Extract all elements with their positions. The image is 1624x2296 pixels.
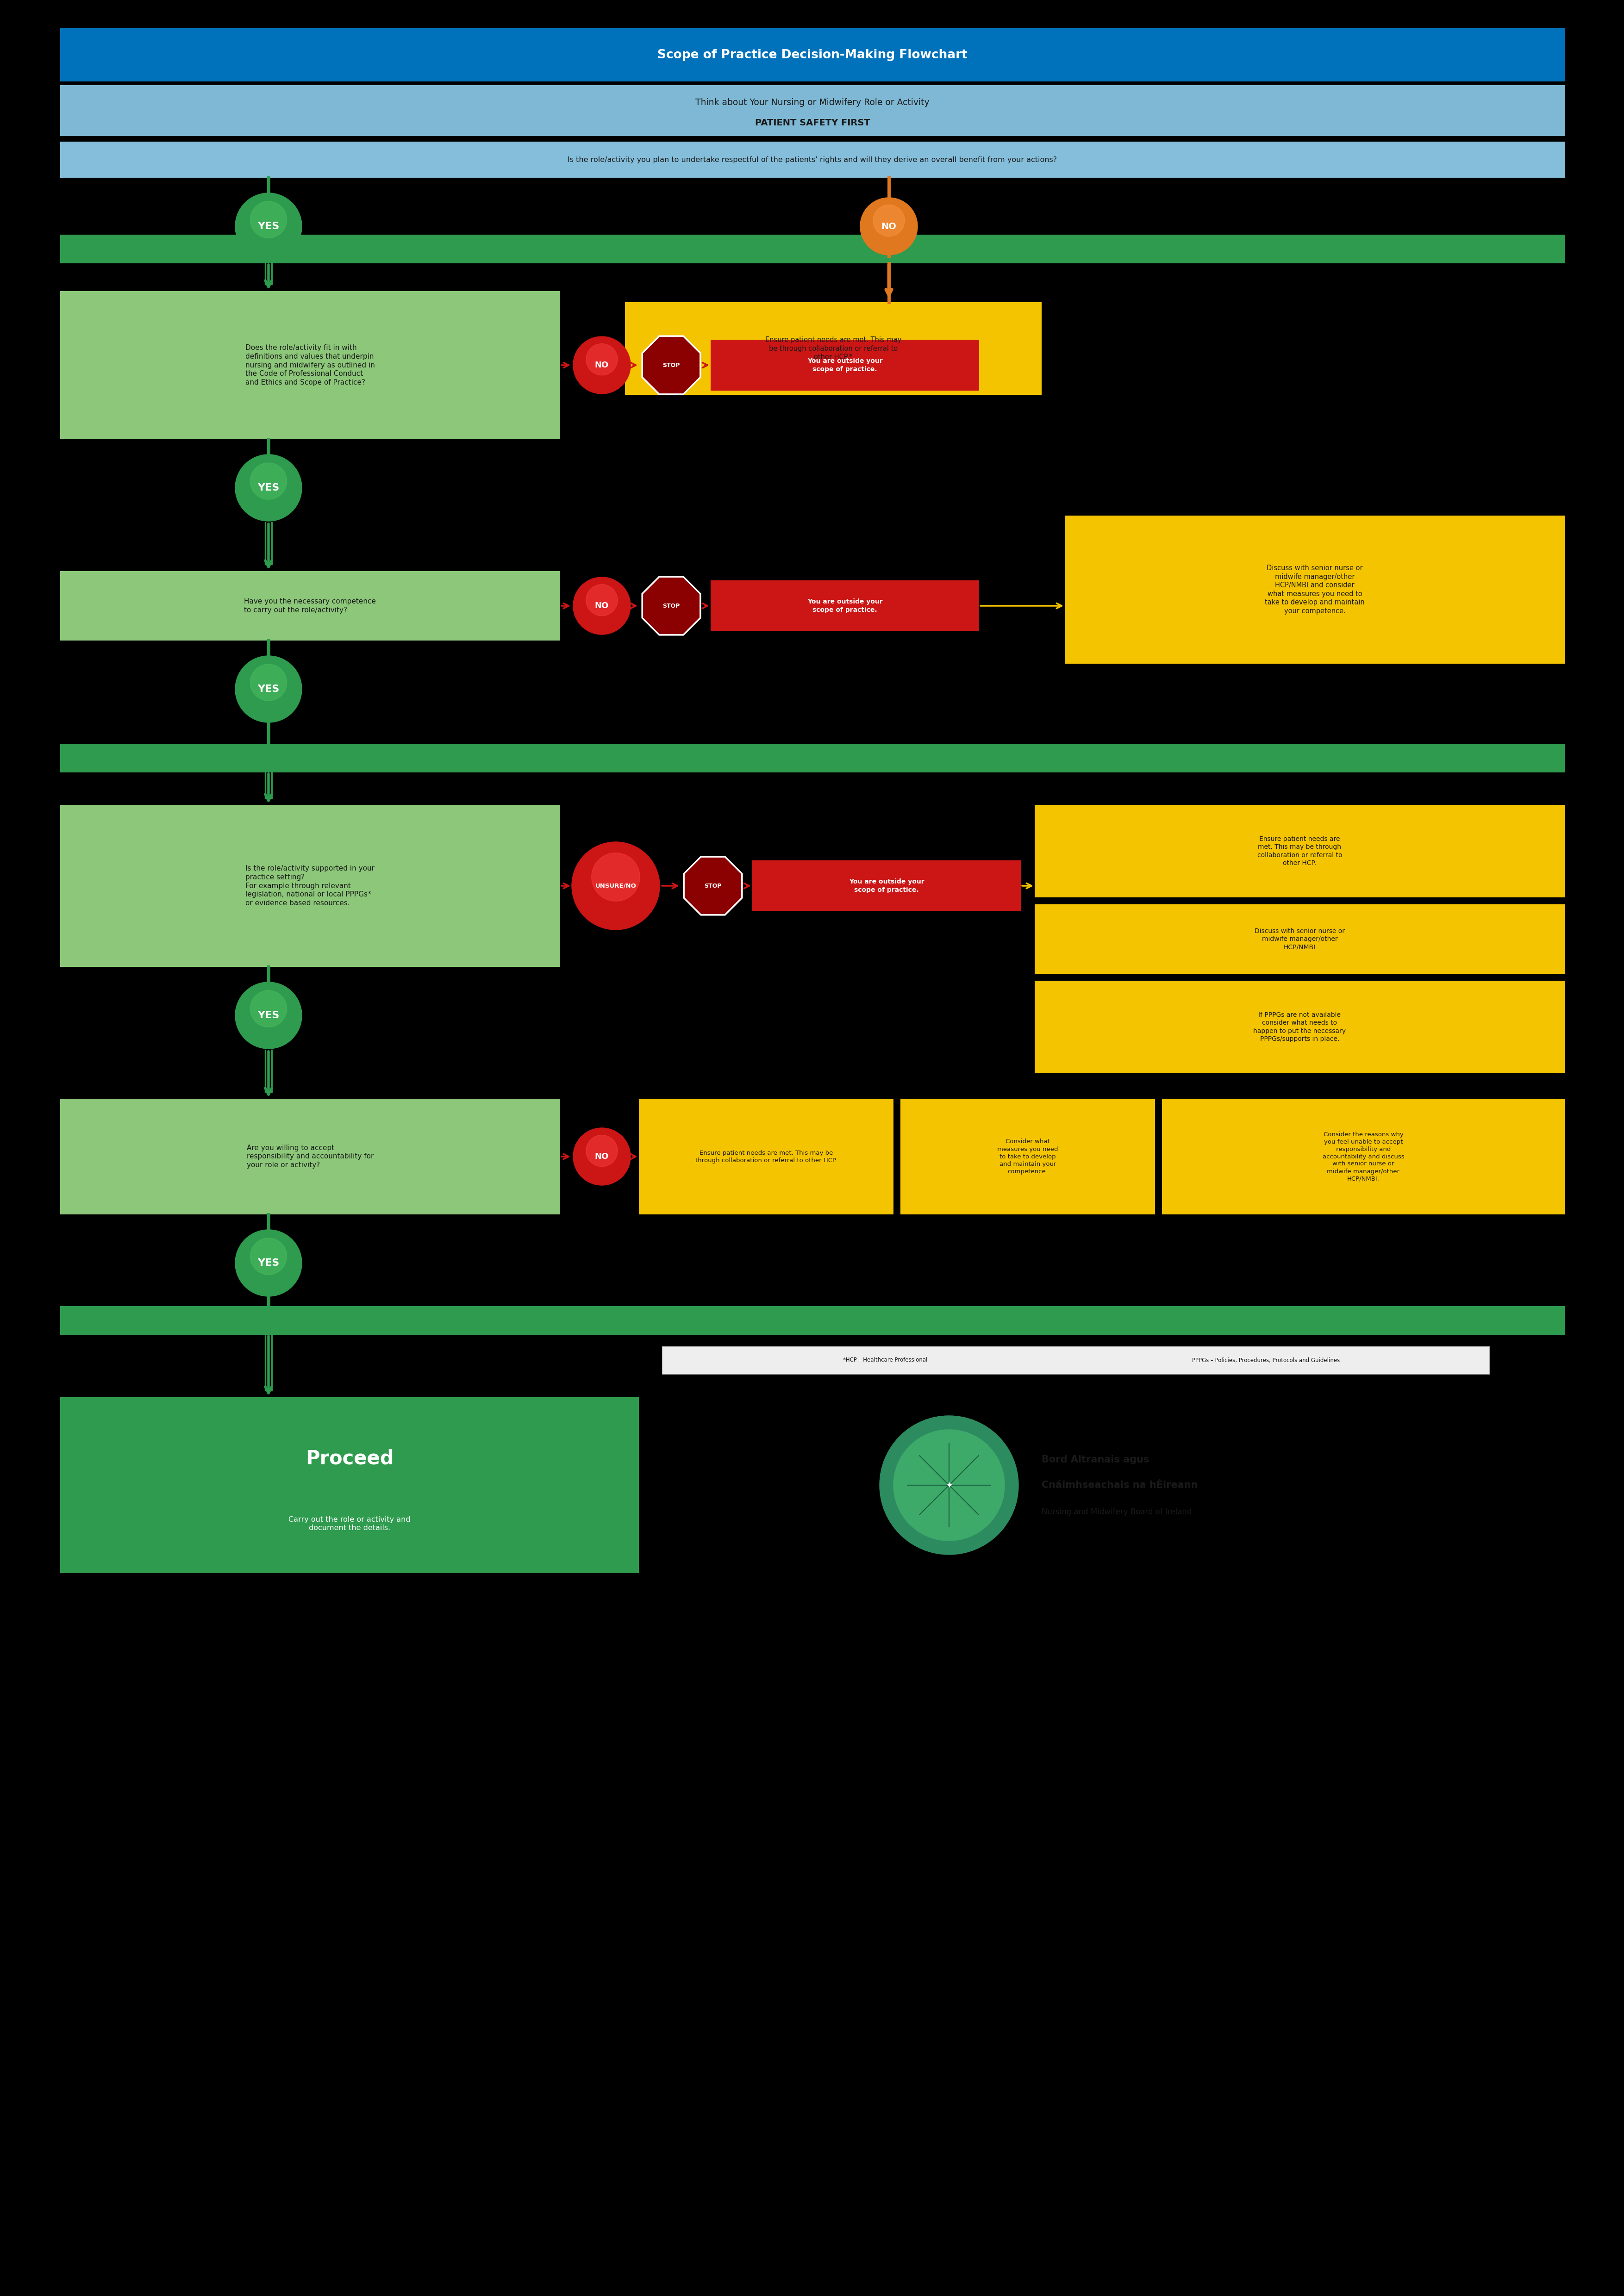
Text: Is the role/activity supported in your
practice setting?
For example through rel: Is the role/activity supported in your p…	[245, 866, 375, 907]
Text: NO: NO	[594, 360, 609, 370]
Text: NO: NO	[594, 602, 609, 611]
Text: YES: YES	[258, 223, 279, 232]
FancyBboxPatch shape	[752, 861, 1021, 912]
FancyBboxPatch shape	[625, 303, 1041, 395]
Text: YES: YES	[258, 1010, 279, 1019]
Text: You are outside your
scope of practice.: You are outside your scope of practice.	[849, 879, 924, 893]
Text: Ensure patient needs are
met. This may be through
collaboration or referral to
o: Ensure patient needs are met. This may b…	[1257, 836, 1341, 866]
Circle shape	[573, 1127, 630, 1185]
Text: STOP: STOP	[663, 604, 680, 608]
FancyBboxPatch shape	[60, 142, 1566, 177]
Circle shape	[235, 983, 302, 1049]
Text: Are you willing to accept
responsibility and accountability for
your role or act: Are you willing to accept responsibility…	[247, 1143, 374, 1169]
Circle shape	[572, 843, 659, 930]
Text: STOP: STOP	[663, 363, 680, 367]
Text: Nursing and Midwifery Board of Ireland: Nursing and Midwifery Board of Ireland	[1041, 1508, 1192, 1515]
Text: Consider what
measures you need
to take to develop
and maintain your
competence.: Consider what measures you need to take …	[997, 1139, 1059, 1173]
FancyBboxPatch shape	[60, 1398, 638, 1573]
Text: Have you the necessary competence
to carry out the role/activity?: Have you the necessary competence to car…	[244, 597, 377, 613]
Circle shape	[591, 852, 640, 902]
Circle shape	[880, 1417, 1018, 1554]
Text: Proceed: Proceed	[305, 1449, 393, 1469]
Circle shape	[250, 202, 287, 239]
Text: Bord Altranais agus: Bord Altranais agus	[1041, 1456, 1150, 1465]
Text: PPPGs – Policies, Procedures, Protocols and Guidelines: PPPGs – Policies, Procedures, Protocols …	[1192, 1357, 1340, 1364]
Text: NO: NO	[594, 1153, 609, 1162]
Circle shape	[573, 338, 630, 395]
Circle shape	[235, 1231, 302, 1297]
FancyBboxPatch shape	[663, 1345, 1489, 1373]
Circle shape	[250, 990, 287, 1026]
Text: Scope of Practice Decision-Making Flowchart: Scope of Practice Decision-Making Flowch…	[658, 48, 968, 62]
Circle shape	[861, 197, 918, 255]
Polygon shape	[684, 856, 742, 914]
Text: NO: NO	[882, 223, 896, 230]
Text: Discuss with senior nurse or
midwife manager/other
HCP/NMBI and consider
what me: Discuss with senior nurse or midwife man…	[1265, 565, 1364, 615]
FancyBboxPatch shape	[1065, 517, 1566, 664]
FancyBboxPatch shape	[60, 234, 1566, 264]
FancyBboxPatch shape	[1163, 1100, 1566, 1215]
Text: You are outside your
scope of practice.: You are outside your scope of practice.	[807, 599, 882, 613]
Circle shape	[573, 576, 630, 634]
Text: You are outside your
scope of practice.: You are outside your scope of practice.	[807, 358, 882, 372]
FancyBboxPatch shape	[60, 1100, 560, 1215]
Circle shape	[586, 583, 617, 615]
FancyBboxPatch shape	[60, 85, 1566, 135]
Circle shape	[235, 657, 302, 723]
Text: Ensure patient needs are met. This may
be through collaboration or referral to
o: Ensure patient needs are met. This may b…	[765, 338, 901, 360]
Circle shape	[250, 1238, 287, 1274]
Text: PATIENT SAFETY FIRST: PATIENT SAFETY FIRST	[755, 119, 870, 126]
Text: YES: YES	[258, 1258, 279, 1267]
Circle shape	[893, 1430, 1005, 1541]
Text: Carry out the role or activity and
document the details.: Carry out the role or activity and docum…	[289, 1515, 411, 1531]
Text: *HCP – Healthcare Professional: *HCP – Healthcare Professional	[843, 1357, 927, 1364]
Polygon shape	[641, 576, 700, 636]
FancyBboxPatch shape	[711, 340, 979, 390]
Text: ✦: ✦	[945, 1481, 953, 1490]
Circle shape	[586, 344, 617, 374]
Text: YES: YES	[258, 482, 279, 491]
FancyBboxPatch shape	[1034, 806, 1566, 898]
FancyBboxPatch shape	[60, 806, 560, 967]
FancyBboxPatch shape	[711, 581, 979, 631]
FancyBboxPatch shape	[60, 28, 1566, 80]
Text: YES: YES	[258, 684, 279, 693]
Circle shape	[235, 193, 302, 259]
Text: Ensure patient needs are met. This may be
through collaboration or referral to o: Ensure patient needs are met. This may b…	[695, 1150, 836, 1164]
FancyBboxPatch shape	[900, 1100, 1155, 1215]
FancyBboxPatch shape	[60, 572, 560, 641]
Text: Discuss with senior nurse or
midwife manager/other
HCP/NMBI: Discuss with senior nurse or midwife man…	[1255, 928, 1345, 951]
Text: If PPPGs are not available
consider what needs to
happen to put the necessary
PP: If PPPGs are not available consider what…	[1254, 1013, 1346, 1042]
Text: Think about Your Nursing or Midwifery Role or Activity: Think about Your Nursing or Midwifery Ro…	[695, 99, 929, 108]
Circle shape	[250, 664, 287, 700]
Text: UNSURE/NO: UNSURE/NO	[594, 882, 637, 889]
Text: STOP: STOP	[705, 882, 721, 889]
Circle shape	[874, 204, 905, 236]
Circle shape	[250, 464, 287, 501]
FancyBboxPatch shape	[60, 1306, 1566, 1334]
FancyBboxPatch shape	[1034, 980, 1566, 1072]
Text: Is the role/activity you plan to undertake respectful of the patients' rights an: Is the role/activity you plan to underta…	[568, 156, 1057, 163]
Circle shape	[235, 455, 302, 521]
Polygon shape	[641, 335, 700, 395]
FancyBboxPatch shape	[638, 1100, 893, 1215]
Text: Does the role/activity fit in with
definitions and values that underpin
nursing : Does the role/activity fit in with defin…	[245, 344, 375, 386]
FancyBboxPatch shape	[60, 744, 1566, 771]
Text: Consider the reasons why
you feel unable to accept
responsibility and
accountabi: Consider the reasons why you feel unable…	[1322, 1132, 1405, 1182]
Text: Cnáimhseachais na hÉireann: Cnáimhseachais na hÉireann	[1041, 1481, 1199, 1490]
FancyBboxPatch shape	[1034, 905, 1566, 974]
FancyBboxPatch shape	[60, 292, 560, 439]
Circle shape	[586, 1134, 617, 1166]
